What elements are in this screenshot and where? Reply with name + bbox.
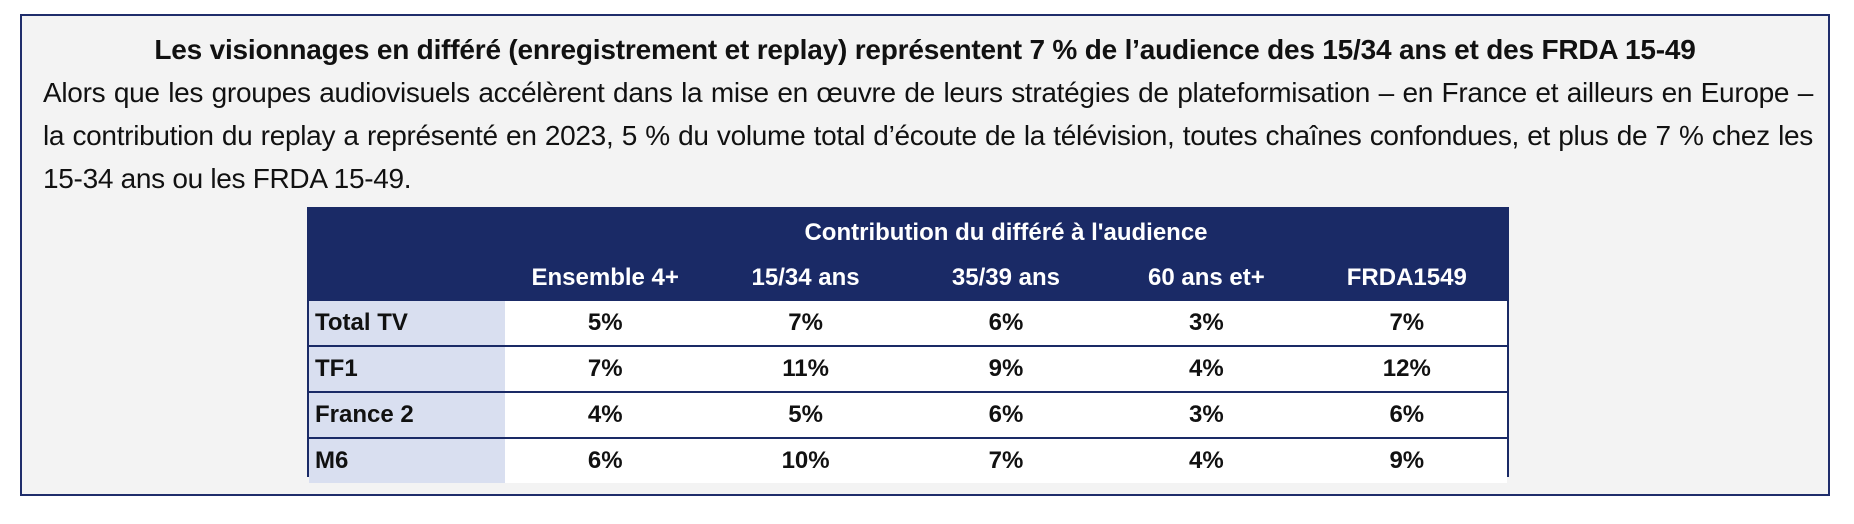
table-cell: 9% bbox=[905, 345, 1107, 392]
row-label: France 2 bbox=[309, 391, 505, 438]
table-cell: 7% bbox=[1306, 299, 1507, 346]
column-header: 35/39 ans bbox=[905, 257, 1107, 300]
table-header-row: Ensemble 4+ 15/34 ans 35/39 ans 60 ans e… bbox=[309, 257, 1507, 300]
table-title-row: Contribution du différé à l'audience bbox=[309, 209, 1507, 257]
table-cell: 7% bbox=[705, 299, 906, 346]
table-cell: 10% bbox=[705, 437, 906, 483]
table-cell: 9% bbox=[1306, 437, 1507, 483]
table-cell: 12% bbox=[1306, 345, 1507, 392]
table-cell: 6% bbox=[1306, 391, 1507, 438]
audience-table-container: Contribution du différé à l'audience Ens… bbox=[307, 207, 1509, 483]
column-header: 15/34 ans bbox=[705, 257, 906, 300]
row-label: M6 bbox=[309, 437, 505, 483]
table-cell: 4% bbox=[1106, 437, 1307, 483]
table-cell: 7% bbox=[905, 437, 1107, 483]
table-cell: 4% bbox=[1106, 345, 1307, 392]
table-cell: 3% bbox=[1106, 391, 1307, 438]
table-corner-cell bbox=[309, 209, 505, 257]
intro-paragraph: Alors que les groupes audiovisuels accél… bbox=[43, 77, 1813, 194]
audience-table: Contribution du différé à l'audience Ens… bbox=[309, 209, 1507, 483]
column-header: Ensemble 4+ bbox=[505, 257, 706, 300]
table-row: M6 6% 10% 7% 4% 9% bbox=[309, 437, 1507, 483]
table-cell: 4% bbox=[505, 391, 706, 438]
table-row: Total TV 5% 7% 6% 3% 7% bbox=[309, 299, 1507, 346]
table-cell: 11% bbox=[705, 345, 906, 392]
column-header: 60 ans et+ bbox=[1106, 257, 1307, 300]
row-label: TF1 bbox=[309, 345, 505, 392]
row-label: Total TV bbox=[309, 299, 505, 346]
table-row: France 2 4% 5% 6% 3% 6% bbox=[309, 391, 1507, 438]
table-row: TF1 7% 11% 9% 4% 12% bbox=[309, 345, 1507, 392]
table-cell: 7% bbox=[505, 345, 706, 392]
table-cell: 5% bbox=[505, 299, 706, 346]
table-cell: 6% bbox=[905, 391, 1107, 438]
table-cell: 6% bbox=[905, 299, 1107, 346]
table-title: Contribution du différé à l'audience bbox=[505, 209, 1507, 257]
row-label-header bbox=[309, 257, 505, 300]
column-header: FRDA1549 bbox=[1306, 257, 1507, 300]
headline: Les visionnages en différé (enregistreme… bbox=[154, 34, 1696, 65]
table-cell: 5% bbox=[705, 391, 906, 438]
table-cell: 3% bbox=[1106, 299, 1307, 346]
table-cell: 6% bbox=[505, 437, 706, 483]
